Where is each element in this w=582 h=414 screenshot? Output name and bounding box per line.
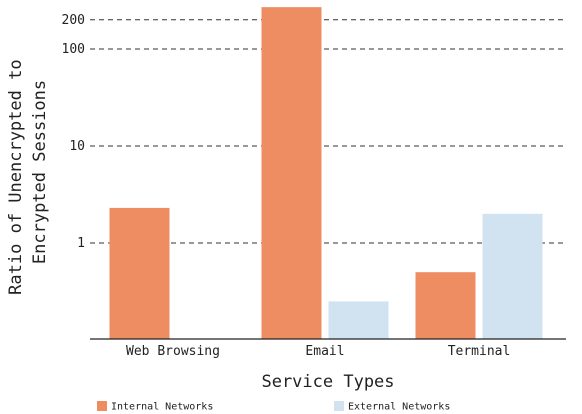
y-axis-ticks: 1 10 100 200: [62, 13, 85, 251]
legend: Internal Networks External Networks: [97, 401, 450, 413]
legend-swatch: [334, 401, 344, 411]
x-axis-title: Service Types: [261, 372, 394, 392]
x-tick-label-email: Email: [305, 344, 344, 359]
x-tick-label-terminal: Terminal: [448, 344, 511, 359]
bar-terminal-internal: [415, 272, 476, 339]
y-tick-label-1: 1: [77, 236, 85, 251]
legend-item-external: External Networks: [334, 401, 450, 413]
y-axis-title: Ratio of Unencrypted to Encrypted Sessio…: [6, 49, 50, 295]
y-axis-title-line-2: Encrypted Sessions: [30, 80, 50, 264]
x-tick-label-web-browsing: Web Browsing: [126, 344, 220, 359]
legend-swatch: [97, 401, 107, 411]
legend-item-internal: Internal Networks: [97, 401, 213, 413]
y-tick-label-100: 100: [62, 42, 85, 57]
y-tick-label-200: 200: [62, 13, 85, 28]
bars: [109, 7, 543, 339]
bar-terminal-external: [482, 213, 543, 339]
x-axis-ticks: Web Browsing Email Terminal: [126, 344, 510, 359]
legend-label: External Networks: [348, 402, 450, 413]
y-axis-title-line-1: Ratio of Unencrypted to: [6, 59, 26, 294]
bar-web-browsing-internal: [109, 207, 170, 339]
legend-label: Internal Networks: [111, 402, 213, 413]
y-tick-label-10: 10: [69, 139, 85, 154]
bar-email-external: [328, 301, 389, 339]
bar-email-internal: [261, 7, 322, 339]
